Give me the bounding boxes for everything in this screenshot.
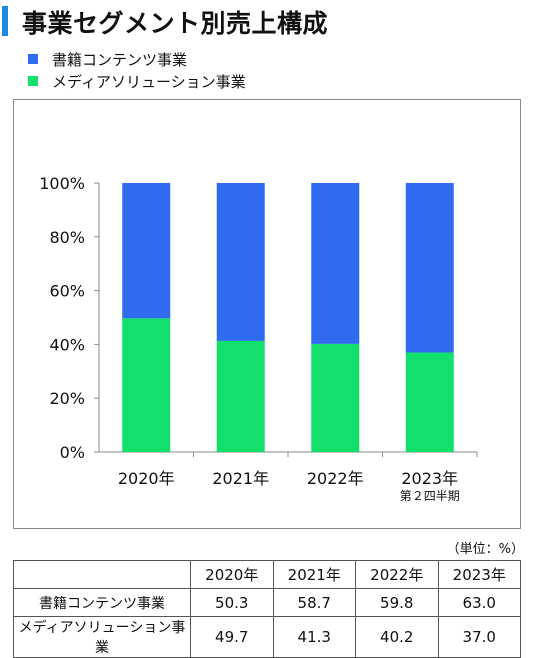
legend-item-books: 書籍コンテンツ事業 <box>28 48 246 70</box>
bar-media-segment <box>122 318 171 452</box>
table-header-cell: 2021年 <box>272 560 356 589</box>
y-tick-label: 0% <box>60 443 85 462</box>
y-tick-label: 60% <box>49 282 85 301</box>
bar-media-segment <box>311 343 360 452</box>
y-tick-label: 20% <box>49 389 85 408</box>
table-cell: 58.7 <box>272 588 356 617</box>
y-tick-label: 40% <box>49 335 85 354</box>
legend-swatch-books <box>28 54 38 64</box>
table-cell: 41.3 <box>272 616 356 658</box>
legend-label-media: メディアソリューション事業 <box>52 72 246 91</box>
legend: 書籍コンテンツ事業 メディアソリューション事業 <box>28 48 246 92</box>
page-title: 事業セグメント別売上構成 <box>22 9 329 38</box>
table-cell: 49.7 <box>190 616 274 658</box>
bar-books-segment <box>405 183 454 353</box>
table-cell: 40.2 <box>355 616 439 658</box>
table-corner-cell <box>13 560 191 589</box>
stacked-bar-chart: 0% 20% 40% 60% 80% 100% 2020年 2021年 2022年 2023年第２… <box>39 174 478 503</box>
table-header-cell: 2023年 <box>437 560 521 589</box>
table-row: メディアソリューション事業 49.7 41.3 40.2 37.0 <box>13 616 521 658</box>
x-tick-label: 2021年 <box>212 469 269 488</box>
y-tick-label: 80% <box>49 228 85 247</box>
title-accent-bar <box>2 6 8 36</box>
x-tick-label: 2023年 <box>401 469 458 488</box>
bar-books-segment <box>311 183 360 344</box>
chart-frame: 0% 20% 40% 60% 80% 100% 2020年 2021年 2022年 2023年 第２… <box>13 99 521 529</box>
table-cell: 37.0 <box>437 616 521 658</box>
legend-item-media: メディアソリューション事業 <box>28 70 246 92</box>
unit-note: （単位：%） <box>446 542 524 557</box>
table-header-cell: 2020年 <box>190 560 274 589</box>
table-row-label: メディアソリューション事業 <box>13 616 191 658</box>
x-tick-label: 2022年 <box>307 469 364 488</box>
bar-books-segment <box>122 183 171 319</box>
table-cell: 50.3 <box>190 588 274 617</box>
table-header-cell: 2022年 <box>355 560 439 589</box>
legend-swatch-media <box>28 76 38 86</box>
table-row-label: 書籍コンテンツ事業 <box>13 588 191 617</box>
data-table: 2020年 2021年 2022年 2023年 書籍コンテンツ事業 50.3 5… <box>13 560 521 658</box>
table-row: 書籍コンテンツ事業 50.3 58.7 59.8 63.0 <box>13 588 521 617</box>
table-cell: 63.0 <box>437 588 521 617</box>
table-cell: 59.8 <box>355 588 439 617</box>
x-tick-sublabel: 第２四半期 <box>400 489 460 503</box>
x-tick-label: 2020年 <box>118 469 175 488</box>
table-header-row: 2020年 2021年 2022年 2023年 <box>13 560 521 589</box>
y-tick-label: 100% <box>39 174 85 193</box>
bar-books-segment <box>216 183 265 341</box>
bar-media-segment <box>216 340 265 452</box>
bar-media-segment <box>405 352 454 452</box>
legend-label-books: 書籍コンテンツ事業 <box>52 50 188 69</box>
